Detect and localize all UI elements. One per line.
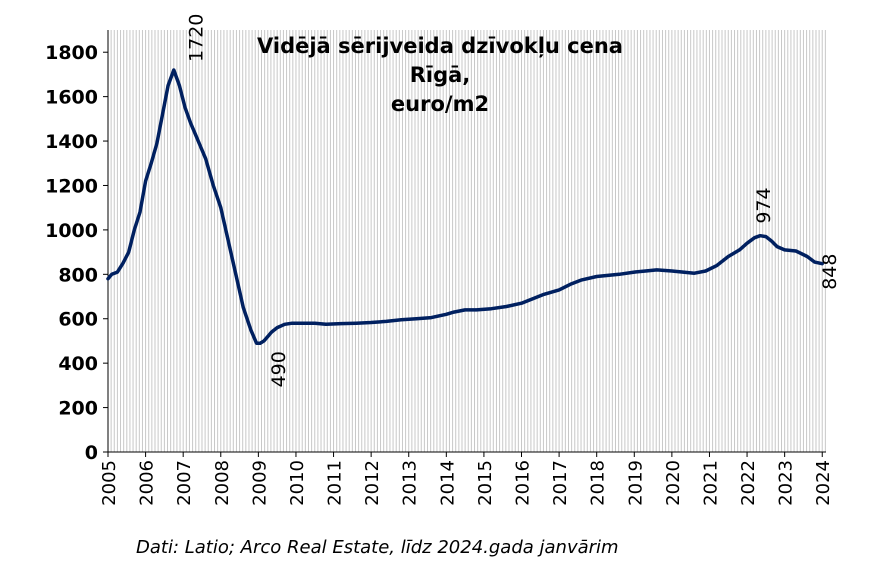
x-tick-label: 2020: [663, 460, 684, 506]
x-tick-label: 2006: [137, 460, 158, 506]
x-tick-label: 2008: [212, 460, 233, 506]
y-tick-label: 400: [58, 353, 98, 375]
y-tick-label: 1800: [45, 42, 98, 64]
x-tick-label: 2011: [325, 460, 346, 506]
data-label: 974: [753, 187, 775, 223]
data-label: 848: [819, 254, 841, 290]
source-note: Dati: Latio; Arco Real Estate, līdz 2024…: [136, 537, 619, 558]
x-tick-label: 2014: [437, 460, 458, 506]
y-tick-label: 1000: [45, 220, 98, 242]
x-tick-label: 2022: [738, 460, 759, 506]
x-tick-label: 2021: [700, 460, 721, 506]
x-tick-label: 2024: [813, 460, 834, 506]
y-tick-label: 200: [58, 398, 98, 420]
x-tick-label: 2019: [625, 460, 646, 506]
title-line: Vidējā sērijveida dzīvokļu cena Rīgā,: [257, 34, 623, 87]
x-tick-label: 2018: [588, 460, 609, 506]
x-tick-label: 2023: [776, 460, 797, 506]
data-label: 1720: [185, 14, 207, 62]
y-tick-label: 0: [85, 442, 98, 464]
axes: [107, 30, 826, 453]
chart-title: Vidējā sērijveida dzīvokļu cena Rīgā, eu…: [240, 32, 640, 119]
series-line: [106, 68, 824, 345]
y-tick-label: 600: [58, 309, 98, 331]
y-tick-labels: 0 200 400 600 800 1000 1200 1400 1600 1800: [45, 42, 108, 464]
y-tick-label: 1600: [45, 87, 98, 109]
data-label: 490: [268, 351, 290, 387]
y-tick-label: 800: [58, 264, 98, 286]
y-tick-label: 1400: [45, 131, 98, 153]
x-tick-label: 2007: [174, 460, 195, 506]
x-tick-label: 2016: [513, 460, 534, 506]
x-tick-label: 2017: [550, 460, 571, 506]
x-tick-label: 2012: [362, 460, 383, 506]
x-tick-label: 2005: [99, 460, 120, 506]
x-tick-label: 2015: [475, 460, 496, 506]
x-tick-label: 2009: [249, 460, 270, 506]
vertical-grid: [107, 30, 826, 452]
x-tick-label: 2013: [400, 460, 421, 506]
price-line: [106, 68, 824, 345]
x-tick-labels: 2005 2006 2007 2008 2009 2010 2011 2012 2013 2014…: [99, 452, 834, 506]
annotations: 1720 490 974 848: [185, 14, 840, 388]
y-tick-label: 1200: [45, 175, 98, 197]
subtitle-line: euro/m2: [390, 92, 490, 116]
x-tick-label: 2010: [287, 460, 308, 506]
